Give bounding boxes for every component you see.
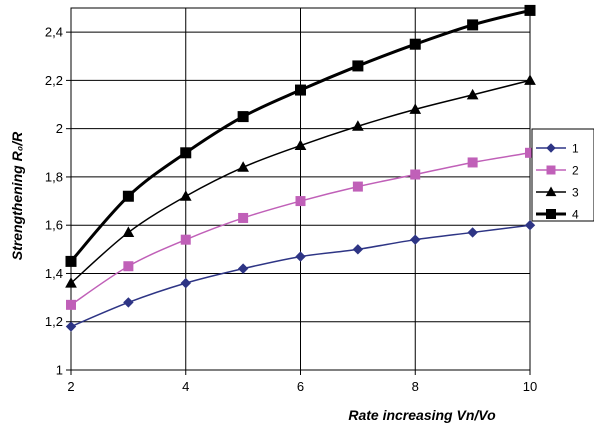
series-2 bbox=[66, 147, 535, 310]
data-point-square bbox=[123, 261, 134, 272]
x-axis-ticks: 2 4 6 8 10 bbox=[67, 370, 537, 394]
gridlines bbox=[70, 8, 531, 371]
legend-item-2: 2 bbox=[536, 164, 579, 178]
data-point-square bbox=[295, 84, 306, 96]
y-tick-label: 1,6 bbox=[45, 218, 63, 233]
data-point-triangle bbox=[65, 277, 77, 288]
data-point-triangle bbox=[352, 120, 364, 131]
y-tick-label: 1,2 bbox=[45, 314, 63, 329]
x-axis-title: Rate increasing Vn/Vo bbox=[348, 407, 496, 423]
data-point-diamond bbox=[467, 227, 478, 238]
data-point-square bbox=[467, 157, 478, 168]
data-point-square bbox=[66, 299, 76, 310]
series-layer bbox=[65, 4, 536, 332]
legend-item-1: 1 bbox=[536, 142, 579, 156]
data-point-square bbox=[467, 19, 479, 31]
data-point-diamond bbox=[237, 263, 249, 274]
data-point-diamond bbox=[65, 321, 77, 332]
x-tick-label: 8 bbox=[412, 379, 419, 394]
data-point-triangle bbox=[409, 103, 422, 114]
y-tick-label: 1 bbox=[56, 363, 63, 378]
x-tick-label: 4 bbox=[182, 379, 189, 394]
legend-item-3: 3 bbox=[536, 186, 579, 200]
series-line bbox=[69, 8, 531, 263]
data-point-diamond bbox=[524, 219, 536, 231]
x-tick-label: 2 bbox=[67, 379, 74, 394]
data-point-square bbox=[546, 209, 556, 219]
legend-label: 4 bbox=[572, 208, 579, 222]
data-point-triangle bbox=[179, 190, 192, 201]
y-tick-label: 2,4 bbox=[45, 25, 63, 40]
series-4 bbox=[65, 4, 536, 267]
series-1 bbox=[65, 219, 536, 332]
legend: 1 2 3 4 bbox=[531, 128, 594, 222]
data-point-square bbox=[122, 190, 134, 202]
y-tick-label: 1,4 bbox=[45, 266, 63, 281]
legend-label: 3 bbox=[572, 186, 579, 200]
data-point-square bbox=[546, 165, 556, 175]
y-tick-label: 1,8 bbox=[45, 169, 63, 184]
data-point-triangle bbox=[237, 161, 249, 172]
y-axis-title: Strengthening R₀/R bbox=[9, 131, 25, 260]
data-point-diamond bbox=[123, 297, 134, 308]
data-point-square bbox=[409, 38, 421, 50]
data-point-triangle bbox=[524, 74, 536, 85]
y-tick-label: 2 bbox=[56, 121, 63, 136]
x-tick-label: 10 bbox=[523, 379, 537, 394]
y-axis-ticks: 1 1,2 1,4 1,6 1,8 2 2,2 2,4 bbox=[45, 25, 71, 378]
legend-item-4: 4 bbox=[536, 208, 579, 222]
data-point-diamond bbox=[410, 234, 421, 245]
data-point-diamond bbox=[546, 143, 556, 153]
data-point-triangle bbox=[294, 139, 307, 151]
data-point-square bbox=[238, 212, 249, 223]
data-point-triangle bbox=[466, 88, 479, 100]
data-point-square bbox=[180, 234, 191, 245]
data-point-triangle bbox=[122, 226, 135, 237]
data-point-square bbox=[180, 147, 192, 159]
series-3 bbox=[65, 74, 536, 288]
data-point-square bbox=[352, 181, 363, 192]
data-point-square bbox=[295, 196, 306, 207]
data-point-diamond bbox=[295, 251, 306, 262]
data-point-square bbox=[237, 111, 249, 123]
data-point-square bbox=[410, 169, 421, 180]
legend-box bbox=[531, 128, 594, 222]
legend-items: 1 2 3 4 bbox=[536, 142, 579, 222]
data-point-square bbox=[352, 60, 364, 72]
data-point-square bbox=[524, 4, 536, 16]
data-point-diamond bbox=[352, 244, 364, 255]
data-point-triangle bbox=[545, 186, 557, 197]
legend-label: 2 bbox=[572, 164, 579, 178]
data-point-diamond bbox=[180, 277, 191, 289]
y-tick-label: 2,2 bbox=[45, 73, 63, 88]
data-point-square bbox=[65, 255, 77, 267]
x-tick-label: 6 bbox=[297, 379, 304, 394]
legend-label: 1 bbox=[572, 142, 579, 156]
